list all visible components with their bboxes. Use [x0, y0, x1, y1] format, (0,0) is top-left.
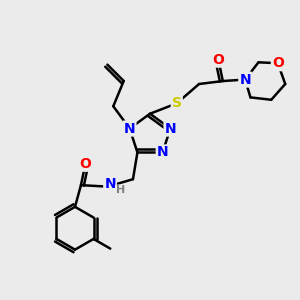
Text: O: O [212, 52, 224, 67]
Text: O: O [80, 157, 91, 171]
Text: O: O [272, 56, 284, 70]
Text: N: N [104, 177, 116, 191]
Text: S: S [172, 96, 182, 110]
Text: N: N [164, 122, 176, 136]
Text: H: H [116, 185, 125, 195]
Text: N: N [239, 73, 251, 87]
Text: N: N [124, 122, 136, 136]
Text: N: N [157, 146, 168, 160]
